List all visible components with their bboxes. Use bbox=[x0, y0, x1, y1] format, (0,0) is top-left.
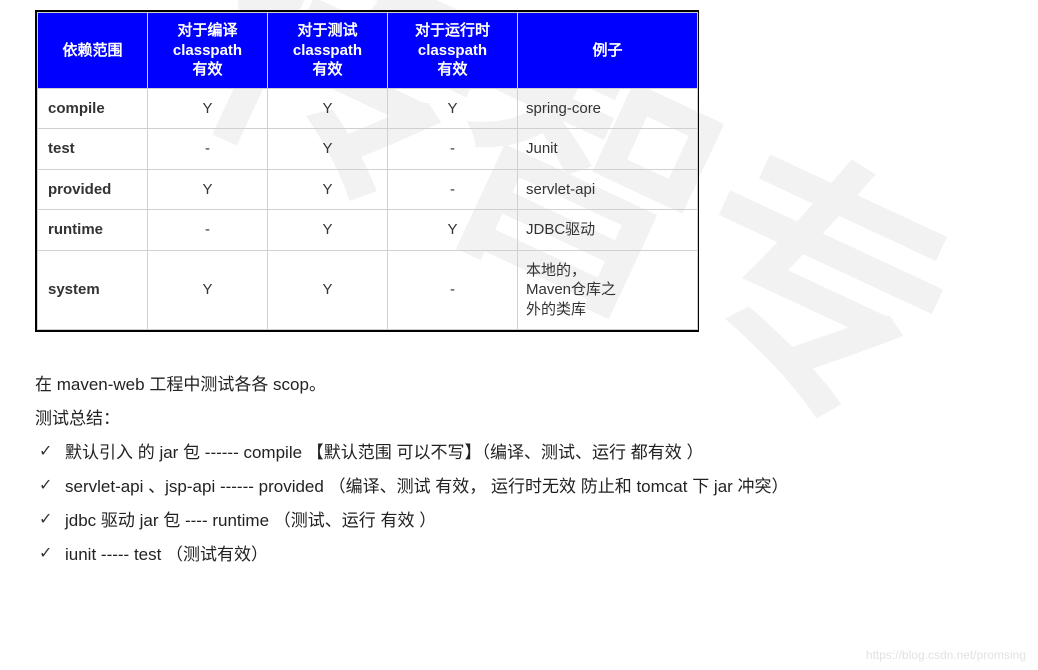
cell-compile: - bbox=[148, 129, 268, 170]
cell-compile: - bbox=[148, 210, 268, 251]
summary-line-intro: 在 maven-web 工程中测试各各 scop。 bbox=[35, 368, 1038, 402]
table-row: compile Y Y Y spring-core bbox=[38, 88, 698, 129]
summary-item: iunit ----- test （测试有效） bbox=[35, 538, 1038, 572]
col-header-scope: 依赖范围 bbox=[38, 13, 148, 89]
scope-table-container: 依赖范围 对于编译classpath有效 对于测试classpath有效 对于运… bbox=[35, 10, 699, 332]
col-header-example: 例子 bbox=[518, 13, 698, 89]
cell-test: Y bbox=[268, 210, 388, 251]
table-row: system Y Y - 本地的，Maven仓库之外的类库 bbox=[38, 250, 698, 330]
table-row: test - Y - Junit bbox=[38, 129, 698, 170]
cell-compile: Y bbox=[148, 250, 268, 330]
cell-scope: system bbox=[38, 250, 148, 330]
summary-item: servlet-api 、jsp-api ------ provided （编译… bbox=[35, 470, 1038, 504]
cell-example: servlet-api bbox=[518, 169, 698, 210]
cell-example: JDBC驱动 bbox=[518, 210, 698, 251]
scope-table: 依赖范围 对于编译classpath有效 对于测试classpath有效 对于运… bbox=[37, 12, 698, 330]
cell-runtime: - bbox=[388, 250, 518, 330]
cell-runtime: Y bbox=[388, 88, 518, 129]
cell-scope: runtime bbox=[38, 210, 148, 251]
summary-item: jdbc 驱动 jar 包 ---- runtime （测试、运行 有效 ） bbox=[35, 504, 1038, 538]
cell-scope: provided bbox=[38, 169, 148, 210]
cell-compile: Y bbox=[148, 169, 268, 210]
table-body: compile Y Y Y spring-core test - Y - Jun… bbox=[38, 88, 698, 330]
summary-text: 在 maven-web 工程中测试各各 scop。 测试总结： 默认引入 的 j… bbox=[35, 368, 1038, 572]
cell-runtime: Y bbox=[388, 210, 518, 251]
cell-runtime: - bbox=[388, 169, 518, 210]
table-row: runtime - Y Y JDBC驱动 bbox=[38, 210, 698, 251]
table-header-row: 依赖范围 对于编译classpath有效 对于测试classpath有效 对于运… bbox=[38, 13, 698, 89]
summary-item: 默认引入 的 jar 包 ------ compile 【默认范围 可以不写】（… bbox=[35, 436, 1038, 470]
cell-test: Y bbox=[268, 129, 388, 170]
col-header-runtime: 对于运行时classpath有效 bbox=[388, 13, 518, 89]
cell-test: Y bbox=[268, 169, 388, 210]
col-header-compile: 对于编译classpath有效 bbox=[148, 13, 268, 89]
cell-test: Y bbox=[268, 88, 388, 129]
cell-example: spring-core bbox=[518, 88, 698, 129]
cell-scope: compile bbox=[38, 88, 148, 129]
table-row: provided Y Y - servlet-api bbox=[38, 169, 698, 210]
summary-line-header: 测试总结： bbox=[35, 402, 1038, 436]
cell-example: 本地的，Maven仓库之外的类库 bbox=[518, 250, 698, 330]
cell-runtime: - bbox=[388, 129, 518, 170]
cell-scope: test bbox=[38, 129, 148, 170]
col-header-test: 对于测试classpath有效 bbox=[268, 13, 388, 89]
cell-test: Y bbox=[268, 250, 388, 330]
cell-example: Junit bbox=[518, 129, 698, 170]
cell-compile: Y bbox=[148, 88, 268, 129]
